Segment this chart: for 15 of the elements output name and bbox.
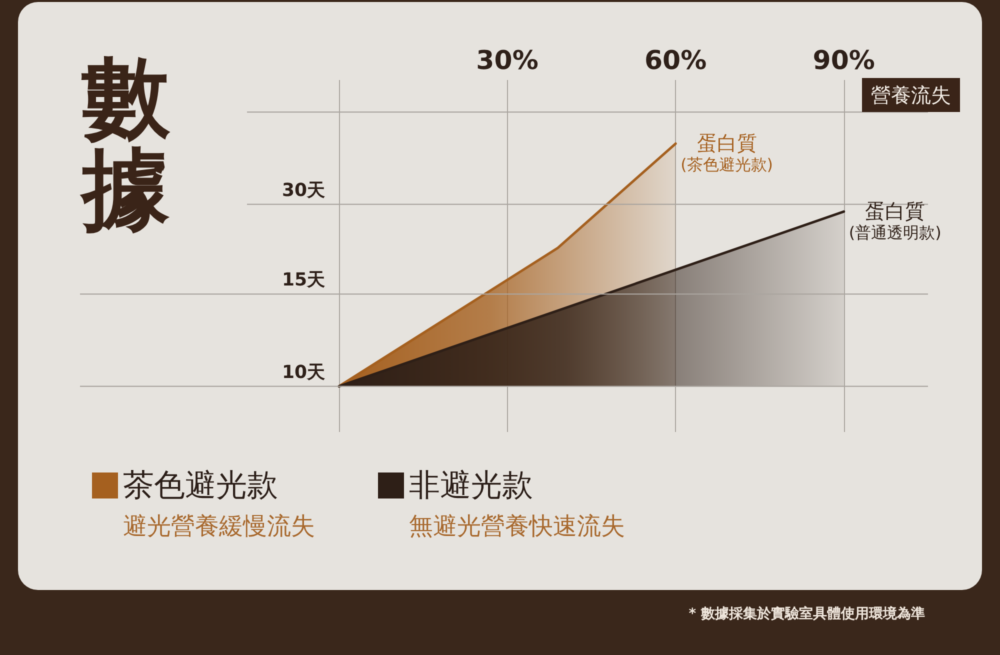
annotation: 蛋白質 (茶色避光款) [680,130,774,175]
x-tick-label: 90% [812,46,875,76]
chart-title: 數據 [82,46,171,241]
ref-line-label: 30天 [282,180,325,201]
x-tick-label: 60% [644,46,707,76]
legend-label: 茶色避光款 [123,468,278,504]
text: 避光營養緩慢流失 [123,511,315,541]
x-axis-title: 營養流失 [862,78,960,112]
ref-line-label: 10天 [282,362,325,383]
legend-label: 非避光款 [409,468,533,504]
ref-line-label: 15天 [282,270,325,291]
text: 無避光營養快速流失 [409,511,625,541]
x-tick-label: 30% [476,46,538,76]
text: * 數據採集於實驗室具體使用環境為準 [688,604,925,624]
annotation: 蛋白質 (普通透明款) [848,198,942,243]
